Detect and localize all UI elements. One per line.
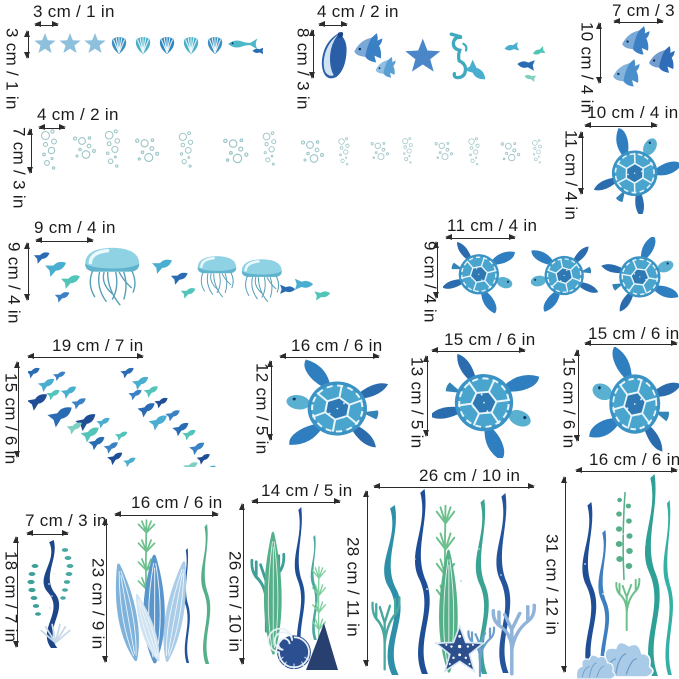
width-arrow [26,530,69,537]
width-arrow [575,467,678,474]
height-arrow [309,29,316,79]
height-label: 13 cm / 5 in [407,357,427,449]
height-label: 26 cm / 10 in [225,551,245,653]
width-arrow [35,237,94,244]
width-arrow [584,340,678,347]
height-label: 18 cm / 7 in [1,551,21,643]
height-arrow [27,128,34,174]
height-arrow [267,360,274,441]
fish-school-illustration [28,364,218,467]
width-arrow [318,21,348,28]
width-arrow [584,122,658,129]
height-arrow [433,241,440,299]
height-arrow [24,242,31,301]
height-arrow [13,536,20,648]
bubbles-illustration [40,129,542,170]
height-arrow [102,518,109,663]
tall-seaweed-illustration [575,474,673,679]
seaweed-fern-illustration [27,540,74,648]
height-arrow [239,503,246,665]
width-label: 4 cm / 2 in [37,105,119,124]
angelfish-trio-illustration [613,26,675,87]
height-label: 11 cm / 4 in [561,130,581,221]
height-label: 9 cm / 4 in [420,241,440,323]
sea-turtle-illustration [584,347,679,459]
width-arrow [251,498,341,505]
height-label: 8 cm / 3 in [293,28,313,110]
height-arrow [14,361,21,458]
width-label: 15 cm / 6 in [588,324,679,343]
width-arrow [38,124,66,131]
width-label: 16 cm / 6 in [589,450,679,469]
width-arrow [114,511,219,518]
height-label: 15 cm / 6 in [1,373,21,465]
seaweed-cluster-illustration [113,519,211,664]
starfish-shell-border-illustration [34,33,263,55]
height-arrow [24,30,31,59]
height-arrow [596,22,603,84]
height-label: 15 cm / 6 in [559,357,579,449]
jellyfish-row-illustration [34,246,331,307]
width-arrow [27,353,144,360]
height-arrow [561,476,568,673]
height-label: 3 cm / 1 in [2,28,22,110]
height-arrow [423,355,430,437]
height-label: 9 cm / 4 in [4,242,24,324]
height-arrow [574,349,581,442]
width-label: 26 cm / 10 in [419,466,521,485]
seaweed-shell-illustration [250,507,338,670]
sea-life-row-illustration [321,32,545,85]
height-label: 23 cm / 9 in [88,558,108,650]
width-label: 15 cm / 6 in [444,330,536,349]
seaweed-starfish-illustration [371,489,537,677]
width-label: 4 cm / 2 in [317,2,399,21]
height-label: 12 cm / 5 in [252,363,272,455]
height-label: 28 cm / 11 in [343,537,363,637]
width-label: 9 cm / 4 in [34,218,116,237]
sea-turtle-illustration [432,350,542,458]
width-arrow [373,483,535,490]
width-arrow [431,347,526,354]
width-label: 10 cm / 4 in [587,103,679,122]
width-label: 14 cm / 5 in [261,481,353,500]
sea-turtle-illustration [593,128,679,214]
sea-turtle-illustration [278,357,390,459]
width-label: 16 cm / 6 in [131,493,223,512]
width-label: 3 cm / 1 in [33,2,115,21]
width-arrow [279,353,380,360]
width-arrow [445,234,516,241]
width-label: 19 cm / 7 in [52,336,144,355]
width-label: 11 cm / 4 in [447,216,538,235]
height-arrow [578,131,585,195]
height-arrow [363,490,370,667]
height-label: 7 cm / 3 in [9,127,29,209]
height-label: 10 cm / 4 in [577,22,597,114]
turtle-trio-illustration [443,237,679,315]
width-label: 7 cm / 3 in [612,1,679,20]
height-label: 31 cm / 12 in [542,534,562,636]
width-arrow [34,21,59,28]
width-label: 7 cm / 3 in [25,511,107,530]
width-label: 16 cm / 6 in [291,336,383,355]
width-arrow [613,18,664,25]
